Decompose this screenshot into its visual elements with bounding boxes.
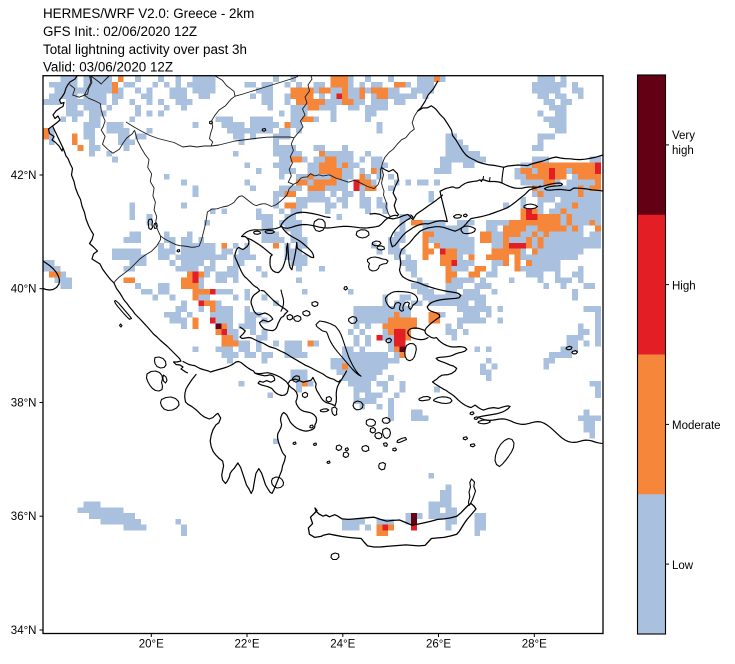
svg-text:Total lightning activity over: Total lightning activity over past 3h <box>43 42 247 57</box>
svg-text:42°N: 42°N <box>11 170 37 182</box>
svg-text:36°N: 36°N <box>11 511 37 523</box>
svg-text:22°E: 22°E <box>234 638 259 650</box>
svg-text:26°E: 26°E <box>426 638 451 650</box>
svg-text:Very: Very <box>672 130 695 142</box>
svg-text:High: High <box>672 281 696 293</box>
svg-text:high: high <box>672 145 694 157</box>
svg-text:40°N: 40°N <box>11 284 37 296</box>
svg-text:Valid: 03/06/2020 12Z: Valid: 03/06/2020 12Z <box>43 60 173 75</box>
svg-text:24°E: 24°E <box>330 638 355 650</box>
svg-text:38°N: 38°N <box>11 398 37 410</box>
svg-text:HERMES/WRF V2.0: Greece - 2km: HERMES/WRF V2.0: Greece - 2km <box>43 6 254 21</box>
svg-text:20°E: 20°E <box>139 638 164 650</box>
svg-text:Moderate: Moderate <box>672 420 721 432</box>
svg-text:GFS Init.: 02/06/2020 12Z: GFS Init.: 02/06/2020 12Z <box>43 24 197 39</box>
svg-text:34°N: 34°N <box>11 625 37 637</box>
svg-text:Low: Low <box>672 560 694 572</box>
svg-text:28°E: 28°E <box>522 638 547 650</box>
